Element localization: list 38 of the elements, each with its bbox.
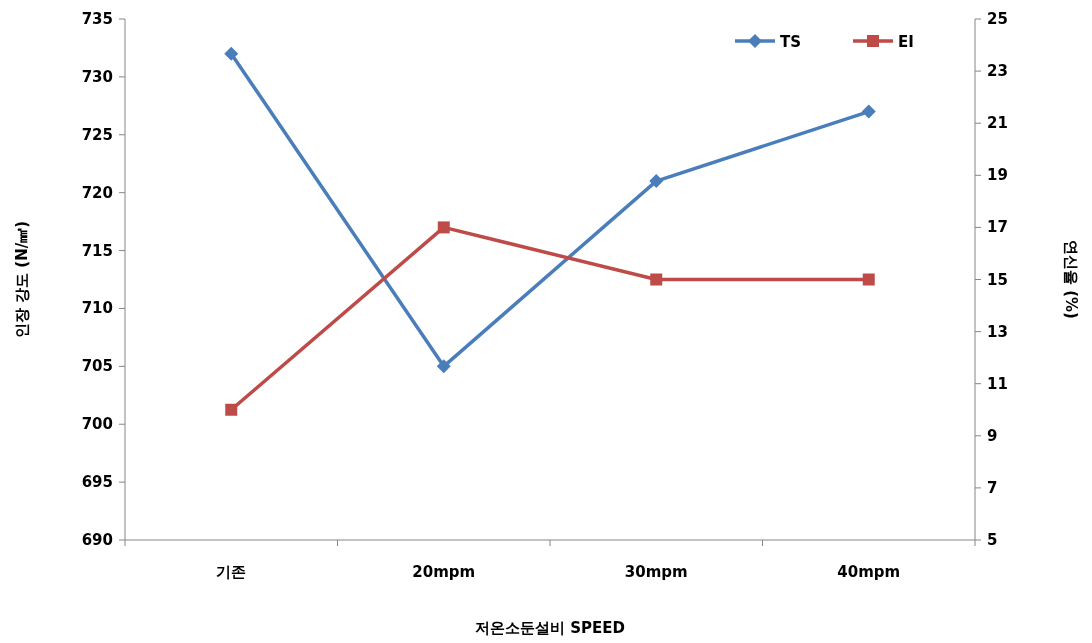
legend-label: EI <box>898 33 914 51</box>
y2-tick-label: 15 <box>987 270 1008 289</box>
x-tick-label: 기존 <box>216 563 247 581</box>
y2-axis-title: 연신율 (%) <box>1062 240 1080 319</box>
point <box>861 104 876 119</box>
y-tick-label: 710 <box>81 299 113 318</box>
y-tick-label: 705 <box>81 357 113 376</box>
x-tick-label: 40mpm <box>837 563 901 581</box>
y2-tick-label: 11 <box>987 374 1008 393</box>
x-axis-title: 저온소둔설비 SPEED <box>475 619 625 637</box>
y-tick-label: 725 <box>81 125 113 144</box>
y-tick-label: 735 <box>81 10 113 28</box>
y2-tick-label: 23 <box>987 62 1008 81</box>
y-tick-label: 695 <box>81 473 113 492</box>
point <box>224 46 239 61</box>
point <box>862 273 875 286</box>
y-axis-title: 인장 강도 (N/㎟) <box>13 220 31 339</box>
y-tick-label: 690 <box>81 531 113 549</box>
point <box>437 221 450 234</box>
y2-tick-label: 19 <box>987 166 1008 185</box>
y-tick-label: 700 <box>81 415 113 434</box>
x-tick-label: 20mpm <box>412 563 476 581</box>
y2-tick-label: 17 <box>987 218 1008 237</box>
y-tick-label: 730 <box>81 67 113 86</box>
point <box>436 359 451 374</box>
y2-tick-label: 25 <box>987 10 1008 28</box>
y2-tick-label: 7 <box>987 478 998 497</box>
y2-tick-label: 9 <box>987 426 998 445</box>
y2-tick-label: 5 <box>987 531 998 549</box>
y-tick-label: 720 <box>81 183 113 202</box>
point <box>650 273 663 286</box>
point <box>225 403 238 416</box>
y2-tick-label: 13 <box>987 322 1008 341</box>
legend-label: TS <box>780 33 802 51</box>
y2-tick-label: 21 <box>987 114 1008 133</box>
x-tick-label: 30mpm <box>624 563 688 581</box>
y-tick-label: 715 <box>81 241 113 260</box>
point <box>649 174 664 189</box>
